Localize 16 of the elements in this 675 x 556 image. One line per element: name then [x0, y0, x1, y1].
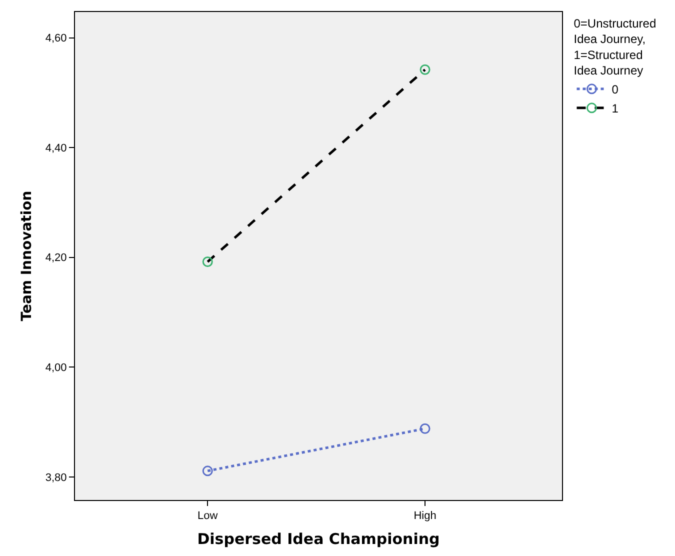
point: [420, 64, 430, 75]
x-tick-label: Low: [198, 510, 218, 522]
point: [420, 423, 430, 434]
legend-label: 1: [612, 102, 619, 116]
point: [202, 256, 213, 268]
y-tick-label: 4,60: [45, 32, 67, 45]
y-axis-title: Team Innovation: [18, 190, 35, 322]
legend-title: 0=Unstructured Idea Journey, 1=Structured Idea Journey: [574, 16, 656, 78]
x-tick-label: High: [414, 510, 436, 522]
y-tick-label: 4,20: [45, 252, 67, 264]
x-axis-title: Dispersed Idea Championing: [197, 530, 440, 548]
y-tick-label: 4,00: [45, 362, 67, 374]
point: [202, 466, 213, 476]
y-tick-label: 4,40: [45, 142, 67, 154]
legend-label: 0: [612, 82, 619, 97]
y-tick-label: 3,80: [45, 472, 67, 484]
